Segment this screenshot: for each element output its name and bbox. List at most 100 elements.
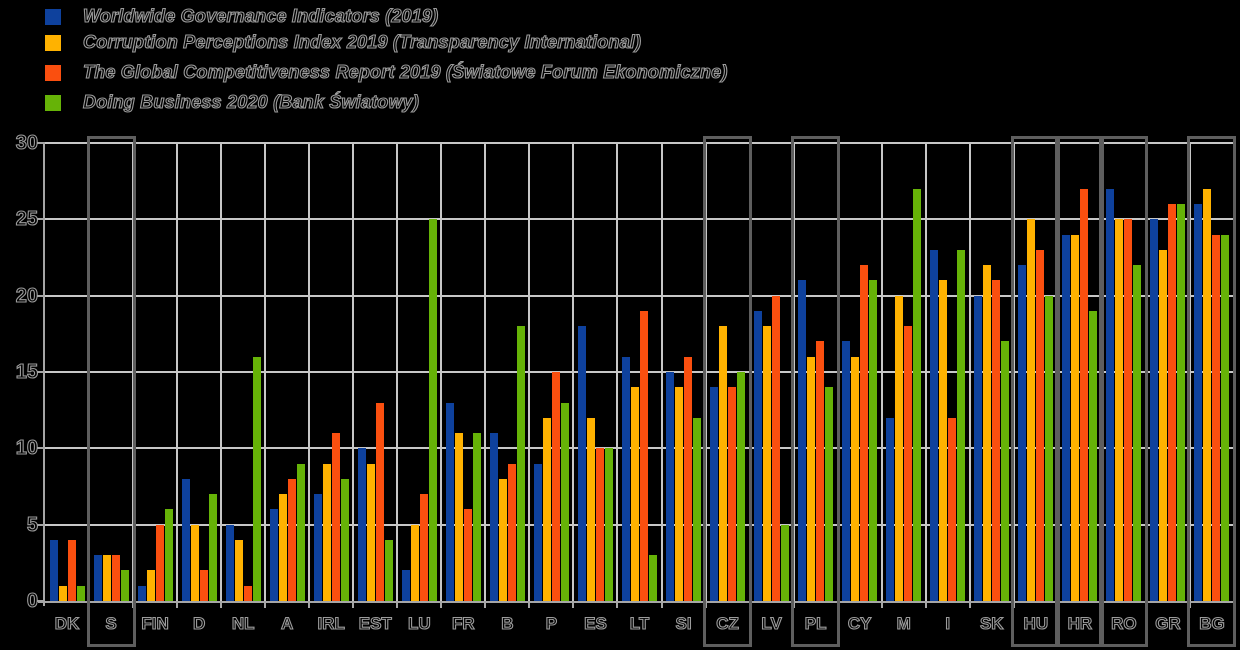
bar-series-2	[851, 356, 860, 601]
bar-series-1	[181, 478, 190, 601]
bar-series-3	[904, 326, 913, 601]
bar-series-3	[243, 585, 252, 601]
x-axis-category-label: SK	[979, 613, 1004, 633]
gridline-vertical	[176, 143, 179, 601]
x-axis-tick	[880, 603, 883, 608]
bar-series-1	[577, 326, 586, 601]
bar-series-2	[1203, 188, 1212, 601]
x-axis-category-label: FR	[451, 613, 475, 633]
y-axis-line	[43, 142, 45, 606]
bar-series-2	[631, 387, 639, 601]
bar-series-4	[472, 433, 481, 601]
bar-series-4	[252, 356, 261, 601]
bar-series-4	[1221, 234, 1230, 601]
bar-series-1	[93, 555, 102, 601]
bar-series-2	[366, 463, 375, 601]
x-axis-tick	[616, 603, 619, 608]
gridline-horizontal	[45, 294, 1234, 297]
bar-series-2	[1027, 219, 1036, 601]
x-axis-tick	[484, 603, 487, 608]
bar-series-2	[146, 570, 155, 601]
bar-series-4	[384, 539, 393, 601]
bar-series-1	[622, 356, 630, 601]
gridline-vertical	[484, 143, 487, 601]
bar-series-1	[225, 524, 234, 601]
gridline-vertical	[572, 143, 575, 601]
bar-series-2	[983, 265, 992, 601]
bar-series-3	[111, 555, 120, 601]
bar-series-1	[798, 280, 807, 601]
x-axis-category-label: SI	[675, 613, 692, 633]
y-axis-tick	[37, 523, 44, 526]
bar-series-3	[463, 509, 472, 601]
x-axis-category-label: CY	[847, 613, 872, 633]
highlight-box-pl	[791, 136, 841, 647]
x-axis-tick	[352, 603, 355, 608]
legend-item: Doing Business 2020 (Bank Światowy)	[45, 91, 419, 113]
bar-series-2	[542, 417, 551, 601]
bar-series-4	[781, 524, 790, 601]
bar-series-4	[516, 326, 525, 601]
gridline-horizontal	[45, 218, 1234, 221]
y-axis-tick-label: 5	[26, 513, 38, 536]
x-axis-category-label: D	[192, 613, 206, 633]
highlight-box-ro	[1099, 136, 1149, 647]
legend-label: The Global Competitiveness Report 2019 (…	[82, 61, 728, 82]
bar-series-3	[640, 310, 648, 601]
bar-series-3	[1036, 249, 1045, 601]
x-axis-tick	[308, 603, 311, 608]
y-axis-tick-label: 10	[15, 437, 38, 460]
bar-series-3	[1124, 219, 1133, 601]
bar-series-4	[164, 509, 173, 601]
bar-series-3	[551, 372, 560, 601]
x-axis-tick	[924, 603, 927, 608]
bar-series-2	[939, 280, 948, 601]
bar-series-4	[560, 402, 569, 601]
bar-series-2	[58, 585, 67, 601]
gridline-vertical	[396, 143, 399, 601]
x-axis-category-label: HU	[1023, 613, 1049, 633]
gridline-horizontal	[45, 523, 1234, 526]
bar-series-4	[76, 585, 85, 601]
x-axis-category-label: S	[105, 613, 117, 633]
legend-label: Worldwide Governance Indicators (2019)	[82, 5, 439, 26]
x-axis-category-label: HR	[1067, 613, 1093, 633]
bar-series-1	[754, 310, 763, 601]
x-axis-category-label: LT	[629, 613, 650, 633]
chart-legend: Worldwide Governance Indicators (2019) C…	[45, 0, 945, 130]
x-axis-category-label: I	[945, 613, 951, 633]
x-axis-category-label: BG	[1199, 613, 1226, 633]
y-axis-tick	[37, 294, 44, 297]
bar-series-2	[278, 494, 287, 601]
bar-series-2	[675, 387, 684, 601]
x-axis-category-label: EST	[358, 613, 392, 633]
bar-series-1	[357, 448, 366, 601]
bar-series-2	[454, 433, 463, 601]
y-axis-tick	[37, 371, 44, 373]
bar-series-2	[102, 555, 111, 601]
bar-series-4	[1045, 295, 1054, 601]
bar-series-1	[313, 494, 322, 601]
x-axis-category-label: NL	[231, 613, 255, 633]
x-axis-category-label: FIN	[141, 613, 169, 633]
y-axis-tick	[37, 218, 44, 221]
x-axis-tick	[176, 603, 179, 608]
bar-series-3	[772, 295, 781, 601]
bar-series-3	[860, 265, 869, 601]
bar-series-1	[269, 509, 278, 601]
highlight-box-bg	[1187, 136, 1237, 647]
bar-series-4	[604, 448, 613, 601]
bar-series-3	[507, 463, 516, 601]
x-axis-tick	[264, 603, 267, 608]
gridline-vertical	[968, 143, 971, 601]
bar-series-4	[1133, 265, 1142, 601]
bar-series-2	[410, 524, 419, 601]
bar-series-1	[666, 372, 675, 601]
x-axis-category-label: B	[501, 613, 514, 633]
bar-series-2	[719, 326, 728, 601]
bar-series-4	[825, 387, 834, 601]
bar-series-3	[684, 356, 693, 601]
x-axis-category-label: M	[896, 613, 911, 633]
x-axis-category-label: RO	[1111, 613, 1138, 633]
